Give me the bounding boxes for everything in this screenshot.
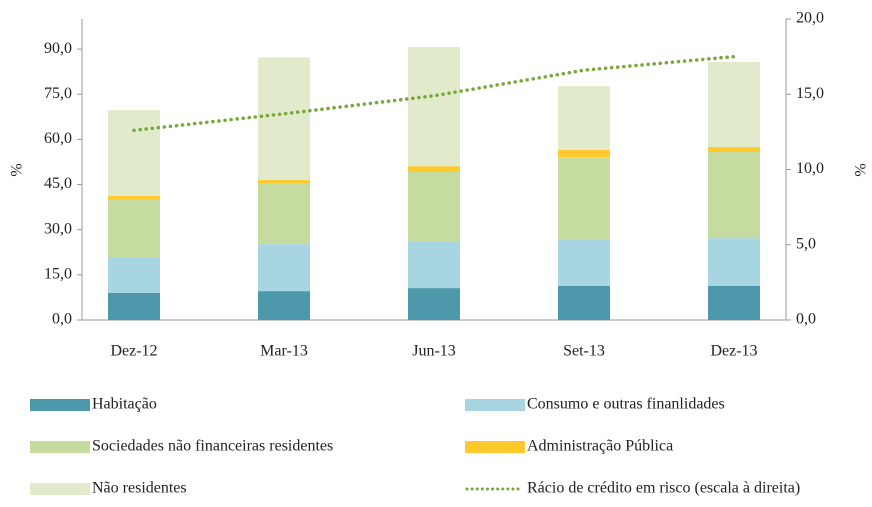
legend-label: Sociedades não financeiras residentes <box>92 438 333 455</box>
bar-segment <box>408 171 460 242</box>
x-tick-label: Mar-13 <box>260 343 308 360</box>
bar-segment <box>708 285 760 320</box>
legend-swatch <box>465 441 525 453</box>
y2-tick-label: 20,0 <box>796 10 824 27</box>
bar-segment <box>558 149 610 158</box>
bar-segment <box>408 46 460 167</box>
y-tick-label: 0,0 <box>52 311 72 328</box>
y-tick-label: 90,0 <box>44 40 72 57</box>
bar-segment <box>408 166 460 172</box>
bar-segment <box>558 157 610 240</box>
legend-label: Habitação <box>92 396 157 413</box>
bar-segment <box>108 195 160 200</box>
y-tick-label: 30,0 <box>44 220 72 237</box>
y2-tick-label: 5,0 <box>796 235 816 252</box>
legend-label: Não residentes <box>92 480 187 497</box>
legend-swatch <box>30 441 90 453</box>
bar-segment <box>408 288 460 320</box>
legend-label: Administração Pública <box>527 438 673 455</box>
bar-segment <box>708 62 760 147</box>
bar-segment <box>708 146 760 153</box>
bar-segment <box>258 57 310 181</box>
bar-segment <box>558 86 610 150</box>
x-tick-label: Set-13 <box>563 343 605 360</box>
x-tick-label: Jun-13 <box>412 343 456 360</box>
legend-label: Consumo e outras finanlidades <box>527 396 725 413</box>
legend-label: Rácio de crédito em risco (escala à dire… <box>527 480 800 497</box>
x-tick-label: Dez-12 <box>110 343 157 360</box>
bar-segment <box>258 183 310 245</box>
bar-segment <box>558 239 610 286</box>
y-tick-label: 45,0 <box>44 175 72 192</box>
bar-segment <box>108 110 160 196</box>
y-tick-label: 60,0 <box>44 130 72 147</box>
bar-segment <box>258 291 310 320</box>
y-tick-label: 75,0 <box>44 85 72 102</box>
y-tick-label: 15,0 <box>44 266 72 283</box>
y2-tick-label: 0,0 <box>796 311 816 328</box>
bar-segment <box>708 238 760 286</box>
bar-segment <box>258 180 310 184</box>
bar-segment <box>108 199 160 258</box>
bar-segment <box>408 241 460 289</box>
y2-axis-label: % <box>853 163 870 176</box>
bar-segment <box>108 292 160 320</box>
x-tick-label: Dez-13 <box>710 343 757 360</box>
y2-tick-label: 15,0 <box>796 85 824 102</box>
y2-tick-label: 10,0 <box>796 160 824 177</box>
bar-segment <box>258 244 310 292</box>
legend-swatch <box>465 399 525 411</box>
bar-segment <box>558 285 610 320</box>
bar-segment <box>108 257 160 293</box>
y-axis-label: % <box>9 163 26 176</box>
bar-segment <box>708 152 760 239</box>
legend-swatch <box>30 483 90 495</box>
legend-swatch <box>30 399 90 411</box>
